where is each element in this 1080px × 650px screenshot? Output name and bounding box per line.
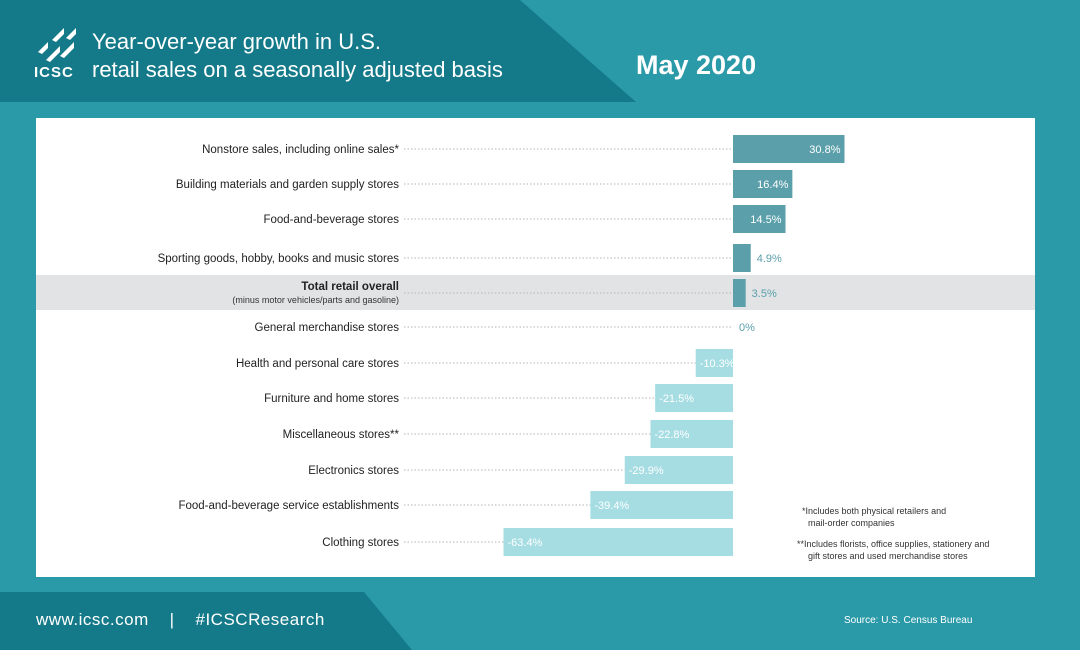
- category-label: Sporting goods, hobby, books and music s…: [158, 253, 400, 265]
- category-label: Total retail overall: [301, 281, 399, 293]
- value-label: -29.9%: [629, 465, 664, 477]
- category-label: General merchandise stores: [255, 322, 400, 334]
- bar-chart: Nonstore sales, including online sales* 3…: [36, 135, 1035, 556]
- logo-text: ICSC: [34, 64, 74, 81]
- footnote-1: *Includes both physical retailers and ma…: [802, 505, 946, 529]
- bar: [650, 420, 733, 448]
- icsc-logo-icon: [38, 28, 76, 62]
- value-label: 16.4%: [757, 179, 788, 191]
- value-label: -63.4%: [507, 537, 542, 549]
- category-label: Clothing stores: [322, 537, 399, 549]
- title-line-1: Year-over-year growth in U.S.: [92, 29, 381, 54]
- bar: [695, 349, 733, 377]
- bar: [733, 279, 746, 307]
- value-label: 0%: [739, 322, 755, 334]
- footnote-2: **Includes florists, office supplies, st…: [797, 538, 989, 562]
- bar: [503, 528, 733, 556]
- category-label: Food-and-beverage stores: [263, 214, 399, 226]
- date-label: May 2020: [636, 50, 757, 80]
- bar: [590, 491, 733, 519]
- source-label: Source: U.S. Census Bureau: [844, 615, 973, 626]
- footnote-1-line-2: mail-order companies: [808, 518, 895, 528]
- chart-panel: Nonstore sales, including online sales* 3…: [36, 118, 1035, 577]
- category-label: Miscellaneous stores**: [283, 429, 400, 441]
- bar: [733, 205, 786, 233]
- highlight-row-band: [36, 275, 1035, 310]
- value-label: -22.8%: [654, 429, 689, 441]
- footnote-2-line-1: **Includes florists, office supplies, st…: [797, 539, 990, 549]
- category-sublabel: (minus motor vehicles/parts and gasoline…: [232, 295, 399, 305]
- hashtag-link[interactable]: #ICSCResearch: [195, 610, 325, 629]
- bar: [733, 135, 845, 163]
- bar: [655, 384, 733, 412]
- value-label: 14.5%: [750, 214, 781, 226]
- value-label: -21.5%: [659, 393, 694, 405]
- footnote-1-line-1: *Includes both physical retailers and: [802, 506, 947, 516]
- footer-band: [0, 592, 412, 650]
- category-label: Electronics stores: [308, 465, 399, 477]
- bar: [733, 244, 751, 272]
- title-line-2: retail sales on a seasonally adjusted ba…: [92, 57, 503, 82]
- website-link[interactable]: www.icsc.com: [36, 610, 149, 629]
- category-label: Health and personal care stores: [236, 358, 399, 370]
- category-label: Furniture and home stores: [264, 393, 399, 405]
- footer-separator: |: [169, 610, 175, 629]
- bar: [624, 456, 733, 484]
- value-label: 30.8%: [809, 144, 840, 156]
- value-label: -10.3%: [700, 358, 735, 370]
- value-label: 3.5%: [752, 288, 777, 300]
- category-label: Nonstore sales, including online sales*: [202, 144, 399, 156]
- bar: [733, 170, 793, 198]
- value-label: -39.4%: [594, 500, 629, 512]
- header-band: [0, 0, 636, 102]
- footer-links: www.icsc.com | #ICSCResearch: [36, 610, 325, 630]
- footnote-2-line-2: gift stores and used merchandise stores: [808, 551, 968, 561]
- chart-title: Year-over-year growth in U.S. retail sal…: [92, 28, 503, 84]
- category-label: Food-and-beverage service establishments: [178, 500, 399, 512]
- value-label: 4.9%: [757, 253, 782, 265]
- category-label: Building materials and garden supply sto…: [176, 179, 399, 191]
